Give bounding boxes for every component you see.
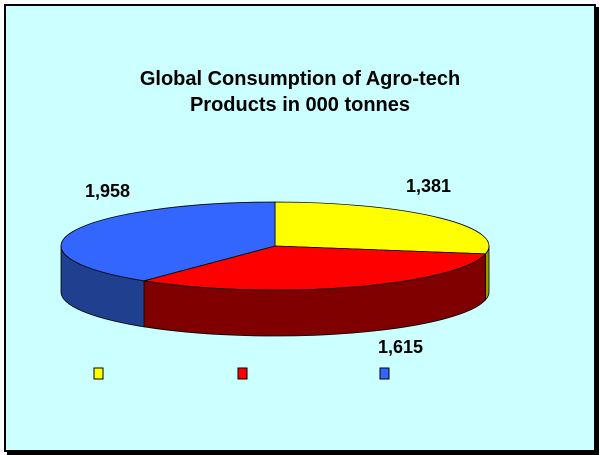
chart-title-line-1: Global Consumption of Agro-tech: [139, 68, 461, 90]
pie-slice-1: [274, 201, 490, 255]
legend-swatch-1: [93, 367, 104, 380]
pie-data-labels: 1,381 1,615 1,958: [85, 176, 451, 357]
legend: [93, 367, 390, 380]
pie-slices: [60, 201, 490, 291]
pie-slice-3: [60, 201, 276, 282]
data-label-slice-3: 1,958: [85, 181, 130, 201]
legend-swatch-2: [237, 367, 248, 380]
pie-side-1: [485, 245, 490, 301]
legend-swatch-3: [379, 367, 390, 380]
chart-title-line-2: Products in 000 tonnes: [189, 94, 411, 116]
data-label-slice-2: 1,615: [378, 337, 423, 357]
chart-title: Global Consumption of Agro-tech Products…: [6, 66, 594, 118]
chart-frame: Global Consumption of Agro-tech Products…: [4, 4, 596, 452]
pie-slice-2: [143, 245, 487, 291]
pie-chart: 1,381 1,615 1,958: [60, 176, 490, 380]
data-label-slice-1: 1,381: [406, 176, 451, 196]
